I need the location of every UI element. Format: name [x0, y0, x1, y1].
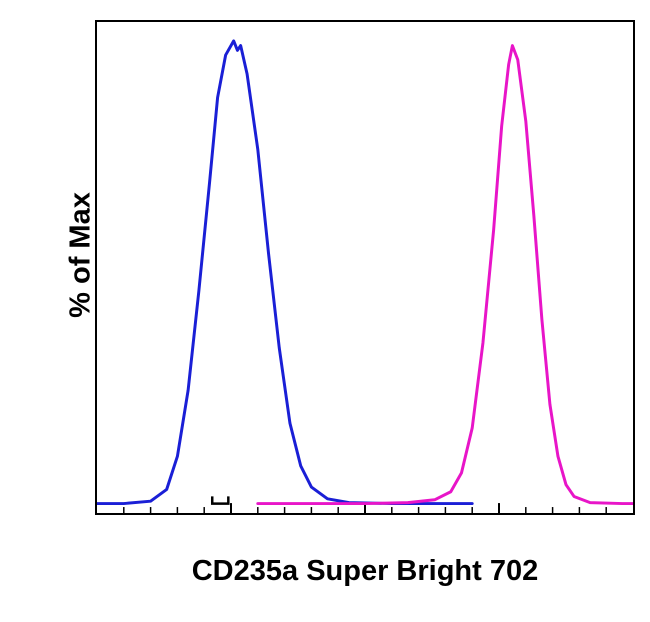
histogram-svg — [97, 22, 633, 513]
x-axis-label: CD235a Super Bright 702 — [95, 555, 635, 588]
y-axis-label: % of Max — [64, 192, 97, 318]
gate-marker — [212, 496, 228, 503]
flow-cytometry-histogram — [95, 20, 635, 515]
stained-curve — [258, 46, 633, 504]
plot-area — [95, 20, 635, 515]
control-curve — [97, 41, 472, 504]
